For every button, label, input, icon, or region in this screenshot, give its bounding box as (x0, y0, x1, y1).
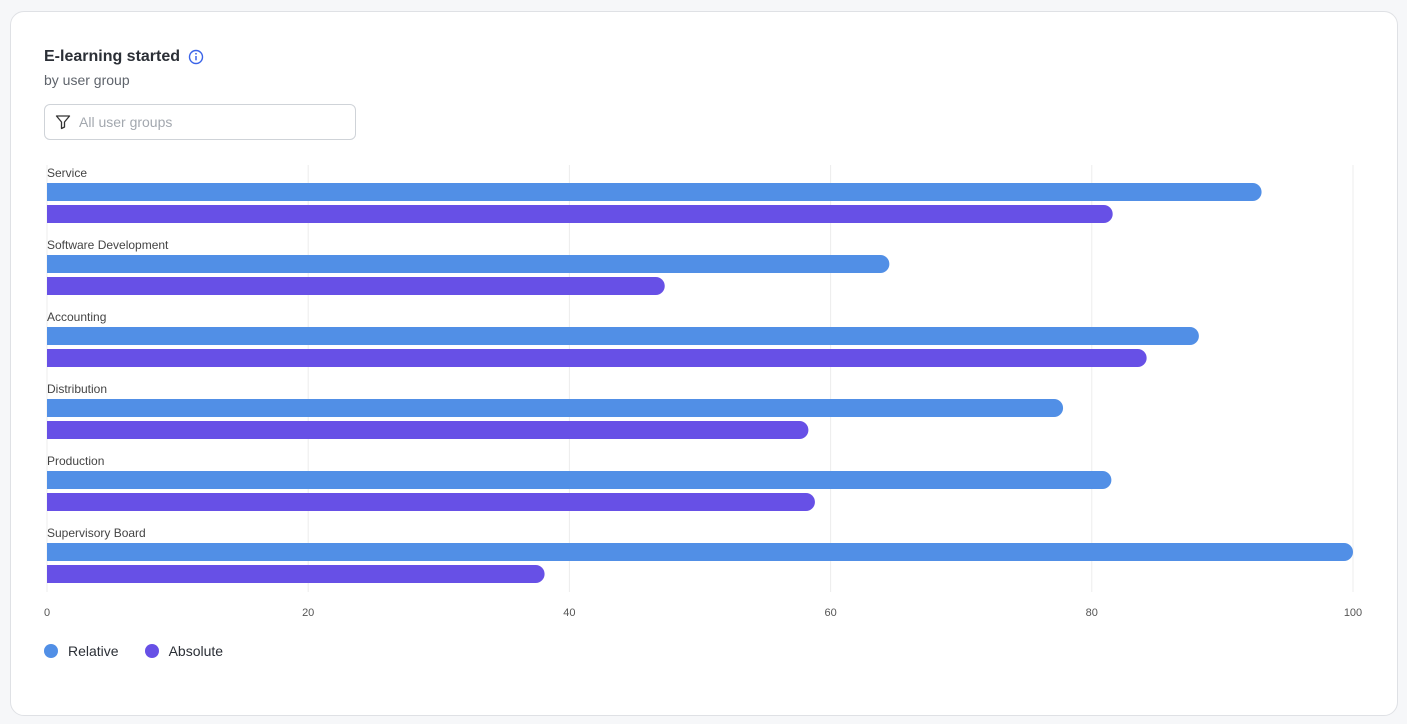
category-label: Service (47, 166, 87, 180)
category-label: Distribution (47, 382, 107, 396)
x-tick-label: 80 (1086, 607, 1098, 619)
legend-label: Relative (68, 643, 119, 659)
bar-relative (47, 255, 890, 273)
category-label: Accounting (47, 310, 106, 324)
bar-relative (47, 183, 1262, 201)
bar-chart: 0 20 40 60 80 100 Service Software Development A… (44, 165, 1362, 619)
chart-title-text: E-learning started (44, 48, 181, 65)
category-label: Supervisory Board (47, 526, 146, 540)
bar-absolute (47, 493, 815, 511)
bar-relative (47, 327, 1199, 345)
x-tick-label: 20 (302, 607, 314, 619)
legend-item-relative[interactable]: Relative (44, 643, 119, 659)
bar-absolute (47, 349, 1147, 367)
bar-absolute (47, 565, 545, 583)
x-tick-label: 100 (1344, 607, 1362, 619)
chart-subtitle: by user group (44, 72, 130, 88)
x-tick-label: 40 (563, 607, 575, 619)
user-group-filter-input[interactable] (77, 113, 331, 131)
x-tick-label: 0 (44, 607, 50, 619)
legend: Relative Absolute (44, 643, 223, 659)
category-label: Production (47, 454, 104, 468)
category-label: Software Development (47, 238, 169, 252)
filter-icon (55, 115, 71, 130)
x-tick-label: 60 (824, 607, 836, 619)
chart-title: E-learning started (44, 48, 204, 66)
bar-relative (47, 543, 1353, 561)
legend-swatch-relative (44, 644, 58, 658)
bar-relative (47, 471, 1112, 489)
bar-relative (47, 399, 1064, 417)
legend-label: Absolute (168, 643, 224, 659)
user-group-filter[interactable] (44, 104, 356, 140)
legend-item-absolute[interactable]: Absolute (144, 643, 224, 659)
bar-absolute (47, 277, 665, 295)
bar-absolute (47, 421, 809, 439)
legend-swatch-absolute (144, 644, 159, 658)
bar-absolute (47, 205, 1113, 223)
info-icon[interactable] (188, 49, 204, 65)
